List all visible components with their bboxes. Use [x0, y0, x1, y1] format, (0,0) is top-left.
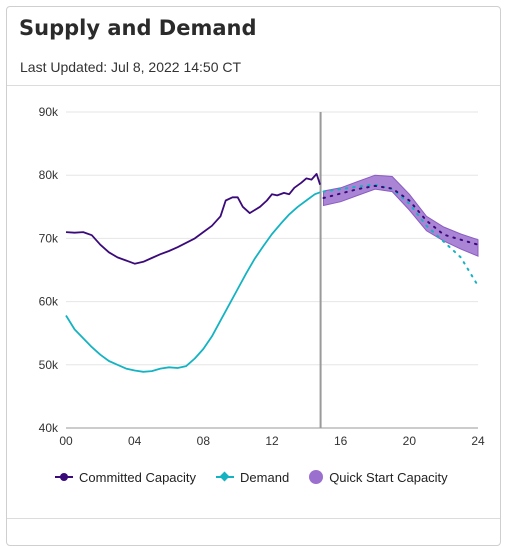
committed-capacity-marker-icon — [55, 473, 73, 481]
legend-label: Quick Start Capacity — [329, 469, 448, 485]
x-tick-label: 00 — [59, 434, 73, 448]
quick-start-capacity-band — [323, 174, 479, 257]
supply-demand-chart: 40k 50k 60k 70k 80k 90k 00 04 08 12 16 20 24 — [39, 105, 485, 448]
legend-label: Demand — [240, 469, 290, 485]
legend-item-committed-capacity[interactable]: Committed Capacity — [55, 470, 196, 485]
x-tick-label: 24 — [471, 434, 485, 448]
legend-item-quick-start-capacity[interactable]: Quick Start Capacity — [309, 470, 448, 485]
legend-label: Committed Capacity — [79, 469, 197, 485]
chart-legend: Committed Capacity Demand Quick Start Ca… — [55, 467, 468, 487]
page-title: Supply and Demand — [19, 16, 257, 40]
committed-capacity-line — [65, 173, 321, 265]
y-tick-label: 50k — [39, 358, 59, 372]
card-header: Supply and Demand Last Updated: Jul 8, 2… — [7, 7, 500, 86]
x-tick-label: 20 — [403, 434, 417, 448]
y-tick-label: 90k — [39, 105, 59, 119]
last-updated-text: Last Updated: Jul 8, 2022 14:50 CT — [20, 59, 242, 75]
legend-item-demand[interactable]: Demand — [216, 470, 289, 485]
chart-area: 40k 50k 60k 70k 80k 90k 00 04 08 12 16 20 24 Committ… — [7, 87, 500, 517]
x-tick-label: 08 — [197, 434, 211, 448]
x-tick-label: 16 — [334, 434, 348, 448]
y-tick-label: 60k — [39, 295, 59, 309]
y-tick-label: 70k — [39, 231, 59, 245]
bottom-divider — [7, 518, 500, 519]
demand-marker-icon — [216, 471, 235, 482]
supply-demand-card: Supply and Demand Last Updated: Jul 8, 2… — [6, 6, 501, 546]
x-tick-label: 04 — [128, 434, 142, 448]
y-tick-label: 40k — [39, 421, 59, 435]
quick-start-capacity-marker-icon — [309, 470, 324, 484]
demand-line — [65, 191, 321, 373]
x-tick-label: 12 — [265, 434, 279, 448]
y-tick-label: 80k — [39, 168, 59, 182]
